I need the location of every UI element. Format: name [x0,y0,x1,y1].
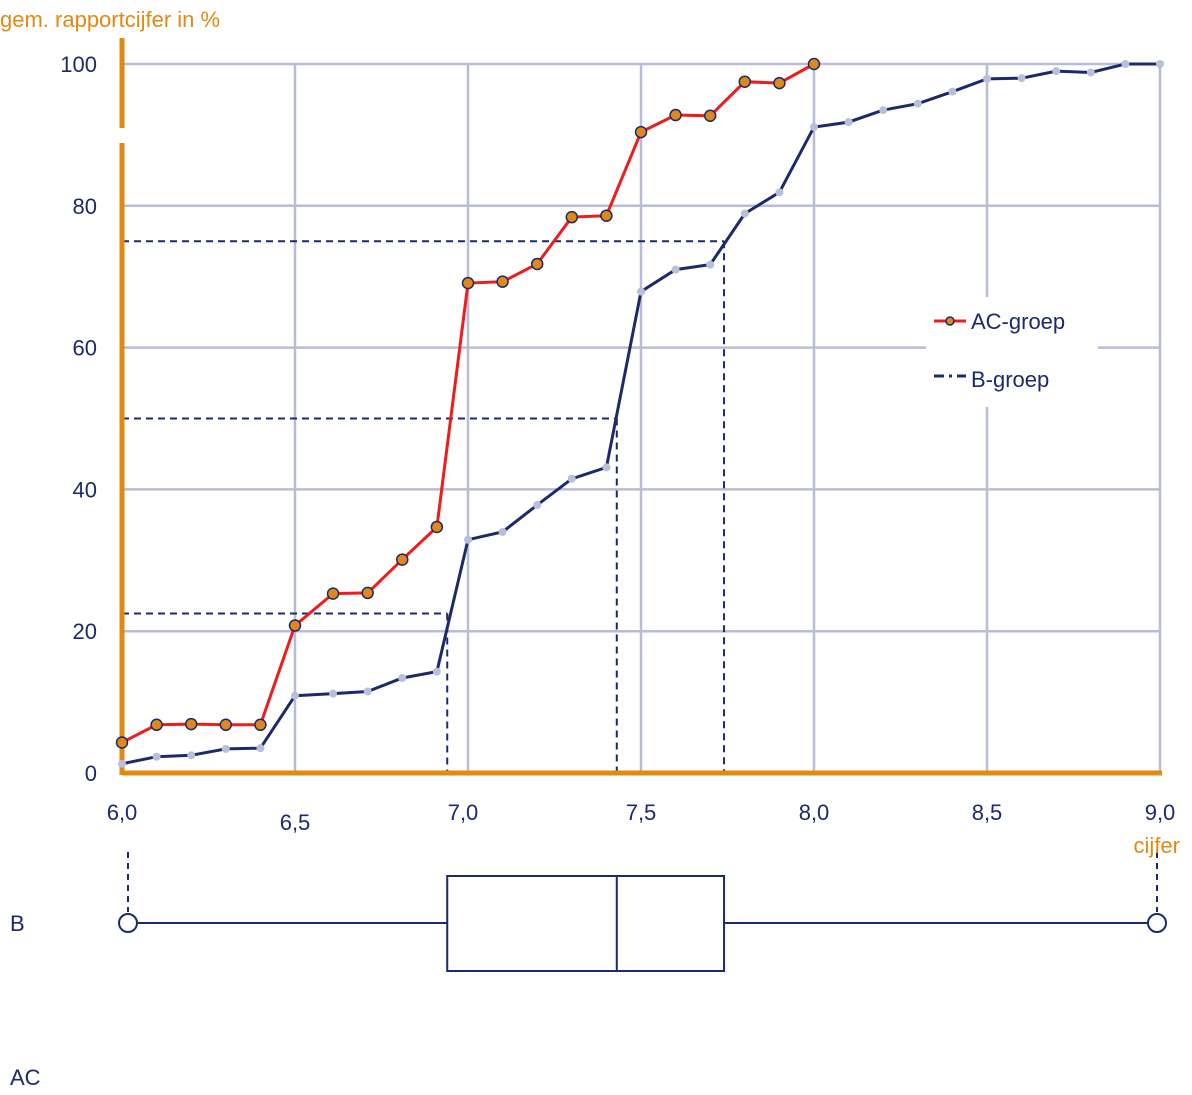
boxplot-label-ac: AC [10,1065,41,1090]
data-point-b-groep [498,527,507,536]
x-tick-label: 6,0 [107,800,138,825]
data-point-ac-groep [703,109,717,123]
data-point-ac-groep [288,619,302,632]
data-point-ac-groep [150,718,163,732]
data-point-b-groep [706,260,715,269]
series-layer [115,57,1164,768]
data-point-b-groep [1121,60,1130,68]
data-point-b-groep [221,744,230,753]
data-point-b-groep [983,74,991,83]
data-point-b-groep [671,265,680,274]
y-tick-label: 80 [73,194,97,219]
data-point-ac-groep [361,586,374,600]
legend-label-b-groep: B-groep [971,367,1049,392]
data-point-b-groep [1052,67,1061,76]
data-point-b-groep [464,535,472,544]
data-point-b-groep [398,673,407,682]
data-point-ac-groep [254,718,267,732]
y-axis-title: gem. rapportcijfer in % [0,7,220,32]
grid [122,62,1162,773]
y-tick-label: 60 [73,336,97,361]
data-point-b-groep [879,106,888,115]
data-point-b-groep [775,188,784,197]
data-point-ac-groep [115,736,129,749]
data-point-ac-groep [184,717,198,731]
data-point-b-groep [118,759,126,768]
x-tick-label: 8,0 [799,800,830,825]
y-axis-break [117,128,127,143]
y-tick-label: 100 [60,52,97,77]
x-axis-title: cijfer [1134,833,1180,858]
y-tick-label: 0 [85,761,97,786]
boxplot-layer: B AC [10,852,1167,1090]
data-point-ac-groep [773,76,786,90]
data-point-b-groep [740,209,749,218]
data-point-b-groep [329,689,338,698]
data-point-ac-groep [738,75,752,88]
y-tick-label: 40 [73,477,97,502]
boxplot-max-marker [1147,913,1167,933]
data-point-ac-groep [634,125,648,139]
axes: 0 20 40 60 80 100 6,0 6,5 7,0 7,5 8,0 8,5 9,0 [60,38,1175,835]
boxplot-min-marker [118,913,138,933]
data-point-b-groep [1086,68,1095,77]
data-point-ac-groep [600,209,613,222]
boxplot-label-b: B [10,911,25,936]
data-point-b-groep [913,99,922,108]
data-point-b-groep [187,751,196,760]
data-point-ac-groep [430,520,444,534]
data-point-b-groep [844,118,853,127]
data-point-ac-groep [326,587,340,600]
legend-label-ac-groep: AC-groep [971,309,1065,334]
legend-background [926,297,1098,407]
data-point-b-groep [363,687,372,696]
data-point-b-groep [810,123,818,132]
data-point-ac-groep [396,553,409,566]
data-point-b-groep [152,752,161,761]
data-point-ac-groep [669,108,682,122]
data-point-b-groep [602,463,611,472]
data-point-ac-groep [807,57,821,71]
data-point-b-groep [432,667,441,676]
x-tick-label: 8,5 [972,800,1003,825]
x-tick-label: 7,0 [448,800,479,825]
x-tick-label: 6,5 [280,810,311,835]
legend-marker-ac-groep [945,316,955,326]
data-point-b-groep [533,500,542,509]
data-point-ac-groep [461,276,475,290]
legend: AC-groep B-groep [926,297,1098,407]
quartile-guides [122,240,726,773]
data-point-b-groep [637,287,645,296]
data-point-ac-groep [219,718,233,732]
boxplot-box [446,875,726,972]
x-tick-label: 9,0 [1145,800,1176,825]
data-point-b-groep [948,87,957,96]
data-point-b-groep [256,744,265,753]
x-tick-label: 7,5 [626,800,657,825]
y-tick-label: 20 [73,619,97,644]
data-point-ac-groep [530,257,544,271]
data-point-b-groep [291,691,299,700]
data-point-b-groep [567,474,576,483]
data-point-b-groep [1156,60,1164,68]
data-point-b-groep [1017,74,1026,83]
data-point-ac-groep [496,275,509,288]
data-point-ac-groep [565,210,579,224]
